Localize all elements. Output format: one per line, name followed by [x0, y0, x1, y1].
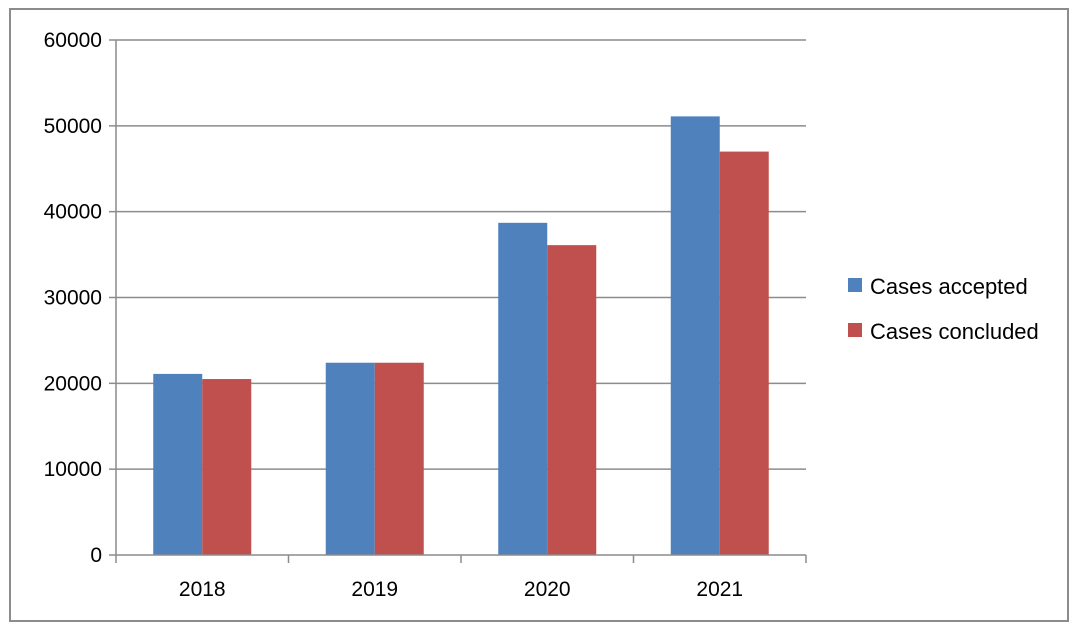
bar-cases-concluded-2020	[547, 245, 597, 555]
y-tick-label: 40000	[44, 201, 102, 224]
y-tick-label: 30000	[44, 287, 102, 310]
bar-cases-accepted-2018	[153, 373, 203, 555]
y-tick-label: 10000	[44, 458, 102, 481]
x-tick-label: 2019	[351, 578, 398, 601]
legend-label: Cases accepted	[870, 274, 1028, 299]
y-tick-label: 50000	[44, 115, 102, 138]
y-tick-label: 20000	[44, 372, 102, 395]
y-tick-label: 60000	[44, 29, 102, 52]
x-tick-labels: 2018 2019 2020 2021	[179, 578, 743, 601]
legend-swatch-cases-accepted	[848, 278, 862, 292]
bar-cases-accepted-2021	[670, 116, 720, 556]
x-tick-label: 2018	[179, 578, 226, 601]
x-tick-label: 2020	[524, 578, 571, 601]
legend-swatch-cases-concluded	[848, 323, 862, 337]
legend: Cases accepted Cases concluded	[848, 274, 1039, 344]
bar-cases-accepted-2020	[498, 222, 548, 555]
legend-label: Cases concluded	[870, 319, 1039, 344]
y-tick-labels: 0 10000 20000 30000 40000 50000 60000	[44, 29, 102, 567]
axes	[109, 39, 807, 563]
bar-cases-concluded-2019	[374, 362, 424, 555]
y-tick-label: 0	[90, 544, 102, 567]
bar-cases-accepted-2019	[325, 362, 375, 555]
bar-cases-concluded-2018	[202, 379, 252, 555]
x-tick-label: 2021	[696, 578, 743, 601]
bars	[153, 116, 769, 556]
bar-cases-concluded-2021	[719, 151, 769, 556]
